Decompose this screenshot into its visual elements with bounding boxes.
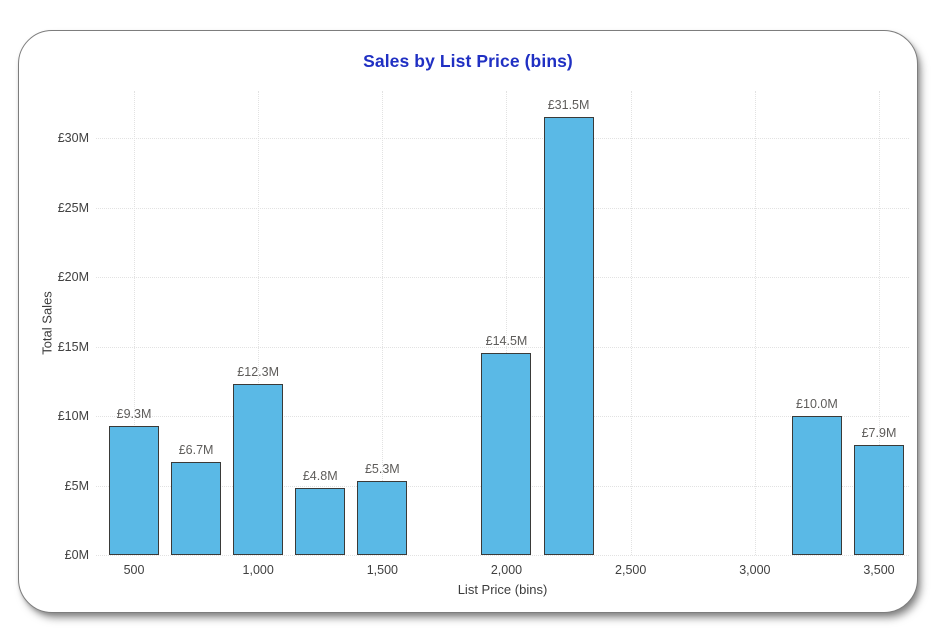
bar-data-label: £9.3M <box>116 406 152 421</box>
y-axis-tick-label: £0M <box>64 548 89 562</box>
y-axis-tick-label: £25M <box>57 200 89 215</box>
bar-data-label: £7.9M <box>861 426 897 441</box>
horizontal-gridline <box>96 277 909 278</box>
vertical-gridline <box>754 91 756 555</box>
bar-data-label: £12.3M <box>237 365 280 380</box>
vertical-gridline <box>878 91 880 555</box>
horizontal-gridline <box>96 207 909 209</box>
bar[interactable] <box>357 481 408 555</box>
chart-card: Sales by List Price (bins) £0M £5M £10M £15… <box>18 30 918 613</box>
y-axis-tick-label: £20M <box>57 270 89 284</box>
bar[interactable] <box>853 445 904 555</box>
bar[interactable] <box>295 488 346 555</box>
vertical-gridline <box>630 91 632 555</box>
x-axis-tick-label: 1,000 <box>242 563 274 577</box>
vertical-gridline <box>134 91 135 555</box>
x-axis-tick-label: 1,500 <box>366 563 398 577</box>
bar[interactable] <box>481 353 532 555</box>
x-axis-title: List Price (bins) <box>457 582 548 597</box>
x-axis-tick-label: 3,000 <box>739 563 771 577</box>
x-axis-tick-label: 2,500 <box>615 563 647 577</box>
vertical-gridline <box>382 91 384 555</box>
bar-data-label: £6.7M <box>178 442 214 457</box>
x-axis-tick-label: 3,500 <box>863 563 895 577</box>
bar-data-label: £4.8M <box>302 469 338 484</box>
x-axis-tick-label: 2,000 <box>490 563 523 577</box>
bar[interactable] <box>543 117 594 555</box>
y-axis-tick-label: £15M <box>57 339 89 354</box>
horizontal-gridline <box>96 346 909 348</box>
y-axis-tick-label: £10M <box>57 409 89 423</box>
bar[interactable] <box>233 384 284 555</box>
bar[interactable] <box>791 416 842 555</box>
bar-data-label: £14.5M <box>485 334 528 349</box>
bar-data-label: £10.0M <box>796 397 838 411</box>
bar-data-label: £5.3M <box>364 462 400 477</box>
horizontal-gridline <box>96 555 909 556</box>
bar[interactable] <box>109 425 159 555</box>
x-axis-tick-label: 500 <box>123 563 145 577</box>
vertical-gridline <box>258 91 260 555</box>
y-axis-tick-label: £5M <box>64 478 89 493</box>
plot-area: £0M £5M £10M £15M £20M £25M £30M 500 1,000 1,500 2… <box>19 31 917 612</box>
horizontal-gridline <box>96 138 909 139</box>
bar[interactable] <box>171 461 222 555</box>
y-axis-title: Total Sales <box>39 291 55 355</box>
y-axis-tick-label: £30M <box>57 131 89 145</box>
vertical-gridline <box>506 91 508 555</box>
chart-title: Sales by List Price (bins) <box>363 51 573 71</box>
bar-data-label: £31.5M <box>547 98 590 113</box>
